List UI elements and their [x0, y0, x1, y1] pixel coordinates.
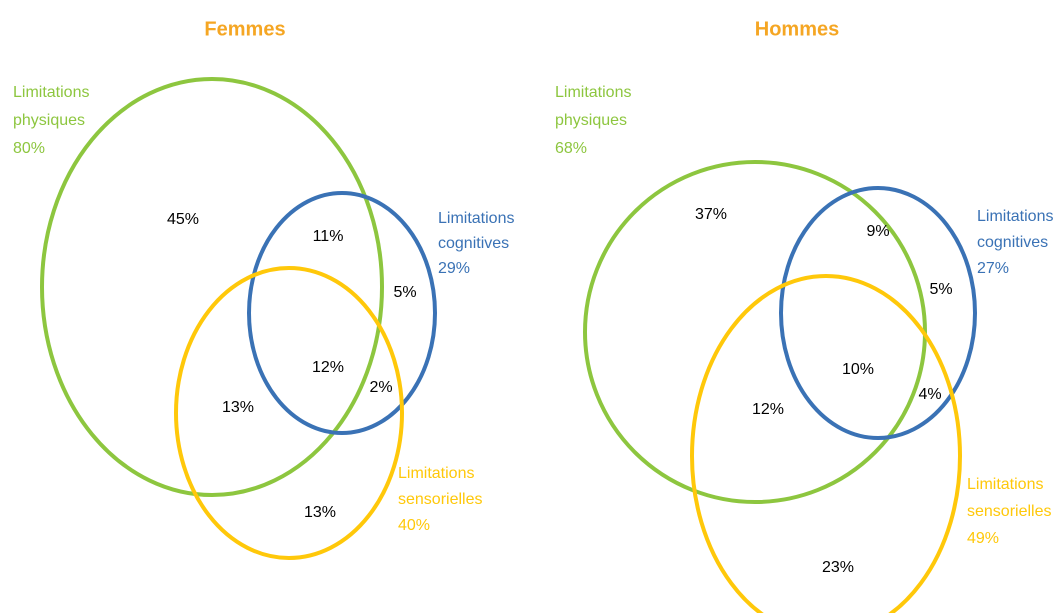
- set-label: cognitives: [438, 235, 509, 252]
- set-total: 27%: [977, 260, 1009, 277]
- region-label: 5%: [929, 281, 952, 298]
- region-label: 10%: [842, 361, 874, 378]
- set-label: Limitations: [398, 465, 474, 482]
- set-total: 68%: [555, 140, 587, 157]
- set-ellipse: [174, 266, 404, 560]
- set-label: sensorielles: [967, 503, 1051, 520]
- panel-title: Hommes: [755, 18, 839, 40]
- set-label: Limitations: [555, 84, 631, 101]
- set-ellipse: [40, 77, 384, 497]
- set-total: 49%: [967, 530, 999, 547]
- region-label: 13%: [304, 504, 336, 521]
- set-ellipse: [690, 274, 962, 613]
- set-label: Limitations: [438, 210, 514, 227]
- set-label: Limitations: [977, 208, 1053, 225]
- set-total: 29%: [438, 260, 470, 277]
- region-label: 4%: [918, 386, 941, 403]
- region-label: 5%: [393, 284, 416, 301]
- set-ellipse: [247, 191, 437, 435]
- region-label: 2%: [369, 379, 392, 396]
- region-label: 37%: [695, 206, 727, 223]
- region-label: 23%: [822, 559, 854, 576]
- set-ellipse: [583, 160, 927, 504]
- set-label: physiques: [555, 112, 627, 129]
- set-label: sensorielles: [398, 491, 482, 508]
- region-label: 13%: [222, 399, 254, 416]
- set-total: 40%: [398, 517, 430, 534]
- region-label: 9%: [866, 223, 889, 240]
- region-label: 12%: [752, 401, 784, 418]
- set-label: physiques: [13, 112, 85, 129]
- set-label: Limitations: [967, 476, 1043, 493]
- region-label: 45%: [167, 211, 199, 228]
- set-ellipse: [779, 186, 977, 440]
- set-total: 80%: [13, 140, 45, 157]
- region-label: 12%: [312, 359, 344, 376]
- region-label: 11%: [313, 228, 344, 245]
- set-label: cognitives: [977, 234, 1048, 251]
- set-label: Limitations: [13, 84, 89, 101]
- panel-title: Femmes: [204, 18, 285, 40]
